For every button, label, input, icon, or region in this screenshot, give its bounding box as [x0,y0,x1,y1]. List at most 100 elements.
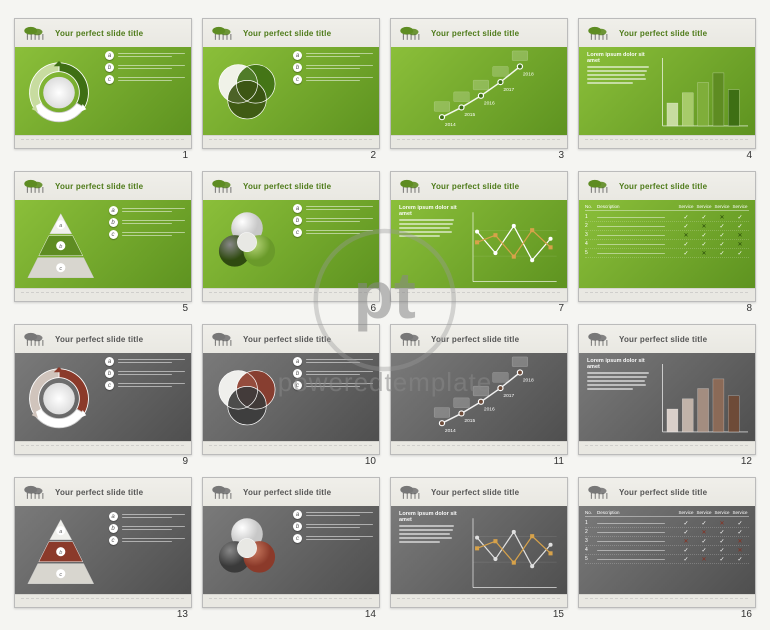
table-row: 2✓✕✓✓ [585,528,749,537]
bullet-label: a [293,51,302,60]
slide-header: Your perfect slide title [391,478,567,506]
slide-title: Your perfect slide title [619,29,707,38]
slide-title: Your perfect slide title [55,488,143,497]
svg-text:c: c [59,572,62,578]
slide-thumbnail[interactable]: Your perfect slide title a [202,171,380,302]
slide-cell: Your perfect slide title Lorem ipsum dol… [578,18,756,161]
pyramid-diagram-icon: a b c [15,200,107,288]
slide-thumbnail[interactable]: Your perfect slide title Lorem ipsum dol… [578,18,756,149]
slide-thumbnail[interactable]: Your perfect slide title [14,324,192,455]
slide-title: Your perfect slide title [55,335,143,344]
svg-text:2018: 2018 [523,72,534,78]
bullet-item: a [293,357,373,366]
slide-number: 2 [202,149,380,161]
bullet-label: b [105,63,114,72]
slide-header: Your perfect slide title [391,19,567,47]
venn-diagram-icon [203,353,291,441]
slide-cell: Your perfect slide title a b c a b c [14,171,192,314]
timeline-chart-icon: 20142015201620172018 [391,353,567,441]
bullet-item: a [105,357,185,366]
slide-thumbnail[interactable]: Your perfect slide title 201420152016201… [390,18,568,149]
slide-cell: Your perfect slide title Lorem ipsum dol… [390,171,568,314]
bullet-item: a [109,206,185,215]
slide-thumbnail[interactable]: Your perfect slide title No. Description… [578,171,756,302]
slide-title: Your perfect slide title [431,182,519,191]
slide-thumbnail[interactable]: Your perfect slide title a b c [202,18,380,149]
slide-thumbnail[interactable]: Your perfect slide title Lorem ipsum dol… [578,324,756,455]
slide-cell: Your perfect slide title No. Description… [578,477,756,620]
eco-logo-icon [587,484,613,502]
bullet-label: b [109,218,118,227]
svg-text:2016: 2016 [484,407,495,413]
slide-number: 13 [14,608,192,620]
slide-body: 20142015201620172018 [391,47,567,135]
slide-number: 10 [202,455,380,467]
cycle-diagram-icon [15,353,103,441]
bullet-item: a [109,512,185,521]
slide-number: 1 [14,149,192,161]
table-row: 3✕✓✓✕ [585,537,749,546]
slide-header: Your perfect slide title [203,478,379,506]
bullet-label: b [105,369,114,378]
pyramid-diagram-icon: a b c [15,506,107,594]
slide-title: Your perfect slide title [619,488,707,497]
bullet-item: b [293,216,373,225]
bullet-item: c [109,536,185,545]
slide-thumbnail[interactable]: Your perfect slide title a [202,477,380,608]
slide-thumbnail[interactable]: Your perfect slide title a b c a b c [14,171,192,302]
slide-footer [579,594,755,607]
table-header: No. Description Service Service Service … [585,204,749,211]
slide-thumbnail[interactable]: Your perfect slide title [14,18,192,149]
slide-number: 12 [578,455,756,467]
bullet-label: a [105,357,114,366]
bullet-label: a [293,357,302,366]
slide-footer [391,594,567,607]
eco-logo-icon [23,331,49,349]
bullet-item: a [105,51,185,60]
slide-header: Your perfect slide title [203,172,379,200]
slide-thumbnail[interactable]: Your perfect slide title a b c [202,324,380,455]
svg-text:2018: 2018 [523,378,534,384]
bullet-item: b [293,369,373,378]
eco-logo-icon [211,178,237,196]
slide-footer [579,288,755,301]
slide-cell: Your perfect slide title Lorem ipsum dol… [390,477,568,620]
slide-thumbnail[interactable]: Your perfect slide title a b c a b c [14,477,192,608]
slide-cell: Your perfect slide title a [202,477,380,620]
slide-thumbnail[interactable]: Your perfect slide title Lorem ipsum dol… [390,171,568,302]
bullet-item: c [293,75,373,84]
spheres-diagram-icon [203,200,291,288]
bullet-label: c [293,75,302,84]
slide-footer [391,288,567,301]
slide-title: Your perfect slide title [243,29,331,38]
slide-title: Your perfect slide title [55,29,143,38]
eco-logo-icon [587,25,613,43]
slide-header: Your perfect slide title [15,172,191,200]
table-header: No. Description Service Service Service … [585,510,749,517]
cycle-diagram-icon [15,47,103,135]
eco-logo-icon [399,178,425,196]
slide-body: No. Description Service Service Service … [579,200,755,288]
bullet-label: b [109,524,118,533]
eco-logo-icon [211,484,237,502]
table-row: 2✓✕✓✓ [585,222,749,231]
slide-thumbnail[interactable]: Your perfect slide title Lorem ipsum dol… [390,477,568,608]
chart-title: Lorem ipsum dolor sit amet [399,511,457,523]
slide-footer [579,441,755,454]
slide-thumbnail[interactable]: Your perfect slide title 201420152016201… [390,324,568,455]
slide-thumbnail[interactable]: Your perfect slide title No. Description… [578,477,756,608]
slide-body: No. Description Service Service Service … [579,506,755,594]
slide-body: Lorem ipsum dolor sit amet [579,353,755,441]
chart-title: Lorem ipsum dolor sit amet [587,52,652,64]
slide-footer [391,135,567,148]
bullet-item: c [293,534,373,543]
bullet-item: c [105,75,185,84]
slide-number: 6 [202,302,380,314]
slide-title: Your perfect slide title [619,335,707,344]
slide-cell: Your perfect slide title a b c a b c [14,477,192,620]
svg-text:2014: 2014 [445,428,456,434]
slide-body: 20142015201620172018 [391,353,567,441]
bar-chart-icon [656,47,755,135]
slide-cell: Your perfect slide title a [202,171,380,314]
line-chart-icon [461,506,567,594]
